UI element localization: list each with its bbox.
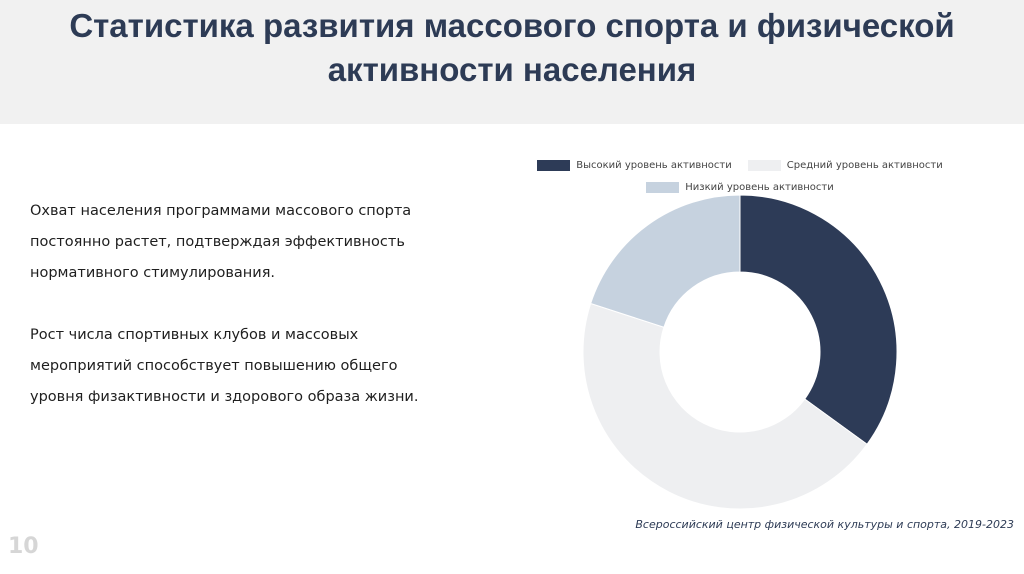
title-line-2: активности населения	[327, 51, 697, 88]
page-title: Статистика развития массового спорта и ф…	[0, 4, 1024, 92]
legend-item-high: Высокий уровень активности	[537, 159, 732, 171]
legend-item-medium: Средний уровень активности	[747, 159, 943, 171]
paragraph-1: Охват населения программами массового сп…	[30, 203, 412, 281]
legend-row-1: Высокий уровень активности Средний урове…	[520, 154, 960, 176]
donut-chart	[582, 194, 898, 510]
chart-legend: Высокий уровень активности Средний урове…	[520, 154, 960, 198]
legend-swatch-low	[646, 181, 680, 193]
legend-swatch-medium	[747, 159, 781, 171]
donut-slice-low	[590, 194, 741, 328]
legend-item-low: Низкий уровень активности	[646, 181, 834, 193]
paragraph-2: Рост числа спортивных клубов и массовых …	[30, 327, 419, 405]
legend-row-2: Низкий уровень активности	[520, 176, 960, 198]
body-text: Охват населения программами массового сп…	[30, 196, 430, 444]
legend-label-medium: Средний уровень активности	[786, 159, 943, 171]
donut-slice-high	[739, 194, 898, 445]
legend-swatch-high	[537, 159, 571, 171]
donut-slice-medium	[582, 302, 868, 510]
title-line-1: Статистика развития массового спорта и ф…	[69, 7, 955, 44]
page-number: 10	[8, 534, 39, 559]
legend-label-high: Высокий уровень активности	[576, 159, 732, 171]
header-band: Статистика развития массового спорта и ф…	[0, 0, 1024, 124]
legend-label-low: Низкий уровень активности	[685, 181, 834, 193]
source-caption: Всероссийский центр физической культуры …	[635, 518, 1014, 531]
